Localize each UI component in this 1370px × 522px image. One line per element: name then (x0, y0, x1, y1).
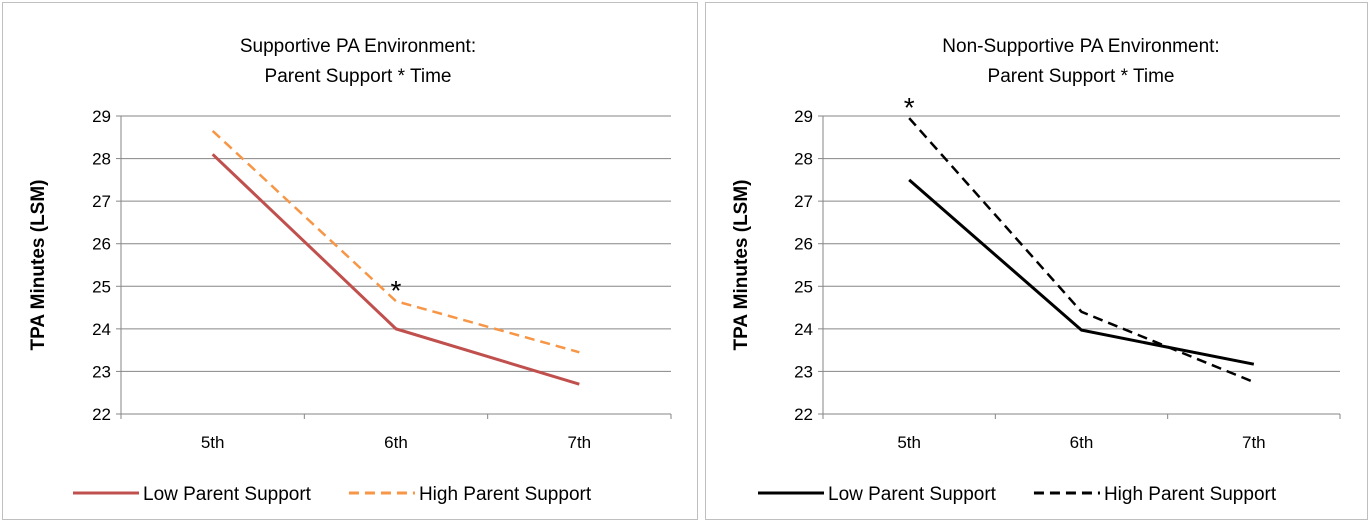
x-tick-label: 5th (897, 433, 921, 452)
y-tick-label: 22 (794, 405, 813, 424)
legend-label: Low Parent Support (143, 484, 312, 505)
y-tick-label: 23 (794, 362, 813, 381)
legend-label: High Parent Support (1104, 484, 1277, 505)
series-line-low-parent-support (211, 153, 580, 386)
y-tick-label: 25 (92, 277, 111, 296)
chart-panel-non-supportive: Non-Supportive PA Environment: Parent Sup… (705, 2, 1368, 520)
y-tick-label: 22 (92, 405, 111, 424)
y-tick-label: 27 (794, 192, 813, 211)
y-tick-label: 26 (794, 235, 813, 254)
legend-label: Low Parent Support (828, 484, 997, 505)
series-line-low-parent-support (908, 178, 1255, 366)
x-tick-label: 5th (201, 433, 225, 452)
y-axis-label: TPA Minutes (LSM) (731, 180, 752, 351)
significance-marker: * (391, 275, 402, 306)
chart-title: Non-Supportive PA Environment: (942, 36, 1219, 57)
y-tick-label: 25 (794, 277, 813, 296)
y-axis-label: TPA Minutes (LSM) (28, 180, 49, 351)
significance-marker: * (904, 92, 915, 123)
x-tick-label: 7th (568, 433, 592, 452)
y-tick-label: 29 (92, 107, 111, 126)
x-tick-label: 7th (1242, 433, 1266, 452)
y-tick-label: 29 (794, 107, 813, 126)
chart-title: Supportive PA Environment: (240, 36, 476, 57)
series-line-high-parent-support (908, 117, 1255, 384)
y-tick-label: 27 (92, 192, 111, 211)
chart-subtitle: Parent Support * Time (265, 66, 452, 87)
y-tick-label: 28 (794, 150, 813, 169)
chart-supportive: Supportive PA Environment: Parent Support… (28, 36, 672, 505)
y-tick-label: 23 (92, 362, 111, 381)
legend-label: High Parent Support (419, 484, 592, 505)
y-tick-label: 24 (794, 320, 813, 339)
chart-panel-supportive: Supportive PA Environment: Parent Support… (2, 2, 698, 520)
y-tick-label: 26 (92, 235, 111, 254)
y-tick-label: 24 (92, 320, 111, 339)
chart-non-supportive: Non-Supportive PA Environment: Parent Sup… (731, 36, 1341, 505)
x-tick-label: 6th (1070, 433, 1094, 452)
series-line-high-parent-support (211, 129, 580, 354)
chart-subtitle: Parent Support * Time (988, 66, 1175, 87)
y-tick-label: 28 (92, 150, 111, 169)
x-tick-label: 6th (384, 433, 408, 452)
